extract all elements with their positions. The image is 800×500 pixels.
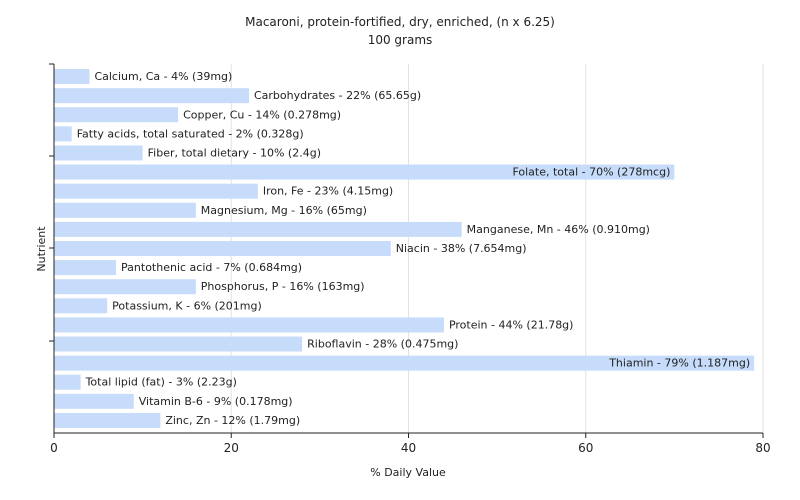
- bar: [54, 412, 161, 428]
- bar: [54, 107, 179, 123]
- x-tick-label: 80: [755, 441, 770, 455]
- bar: [54, 241, 391, 256]
- bar: [54, 336, 303, 352]
- bar-label: Iron, Fe - 23% (4.15mg): [263, 185, 393, 198]
- bar: [54, 126, 72, 142]
- bar-label: Protein - 44% (21.78g): [449, 318, 574, 331]
- bar-label: Manganese, Mn - 46% (0.910mg): [467, 223, 650, 236]
- bar: [54, 221, 462, 237]
- bar-label: Copper, Cu - 14% (0.278mg): [183, 108, 341, 121]
- axes: 0 20 40 60 80: [49, 63, 771, 455]
- bar-label: Folate, total - 70% (278mcg): [512, 166, 670, 179]
- bar: [54, 145, 143, 161]
- bar: [54, 374, 81, 390]
- y-axis-title: Nutrient: [35, 226, 48, 272]
- bar: [54, 317, 444, 333]
- bar-label: Zinc, Zn - 12% (1.79mg): [165, 414, 300, 427]
- bars: Calcium, Ca - 4% (39mg) Carbohydrates - 2…: [54, 69, 755, 428]
- bar: [54, 260, 117, 276]
- bar: [54, 183, 258, 199]
- bar: [54, 202, 196, 218]
- bar: [54, 355, 755, 371]
- bar: [54, 279, 196, 295]
- bar: [54, 164, 675, 180]
- bar: [54, 298, 108, 314]
- bar-label: Riboflavin - 28% (0.475mg): [307, 338, 458, 351]
- bar-label: Magnesium, Mg - 16% (65mg): [201, 204, 367, 217]
- bar-label: Carbohydrates - 22% (65.65g): [254, 89, 421, 102]
- bar-label: Potassium, K - 6% (201mg): [112, 299, 262, 312]
- bar-label: Vitamin B-6 - 9% (0.178mg): [139, 395, 293, 408]
- chart-subtitle: 100 grams: [367, 33, 433, 47]
- bar-label: Niacin - 38% (7.654mg): [396, 242, 527, 255]
- bar-label: Fiber, total dietary - 10% (2.4g): [148, 146, 321, 159]
- bar: [54, 88, 249, 104]
- bar-label: Total lipid (fat) - 3% (2.23g): [85, 376, 237, 389]
- bar-label: Pantothenic acid - 7% (0.684mg): [121, 261, 302, 274]
- bar-label: Thiamin - 79% (1.187mg): [608, 357, 750, 370]
- x-axis-title: % Daily Value: [370, 466, 446, 479]
- x-tick-label: 60: [578, 441, 593, 455]
- bar: [54, 69, 90, 85]
- bar-label: Fatty acids, total saturated - 2% (0.328…: [77, 127, 304, 140]
- bar: [54, 393, 134, 409]
- x-tick-label: 40: [401, 441, 416, 455]
- x-tick-label: 0: [50, 441, 58, 455]
- chart-title: Macaroni, protein-fortified, dry, enrich…: [245, 15, 555, 29]
- bar-label: Calcium, Ca - 4% (39mg): [94, 70, 232, 83]
- x-tick-label: 20: [224, 441, 239, 455]
- bar-label: Phosphorus, P - 16% (163mg): [201, 280, 365, 293]
